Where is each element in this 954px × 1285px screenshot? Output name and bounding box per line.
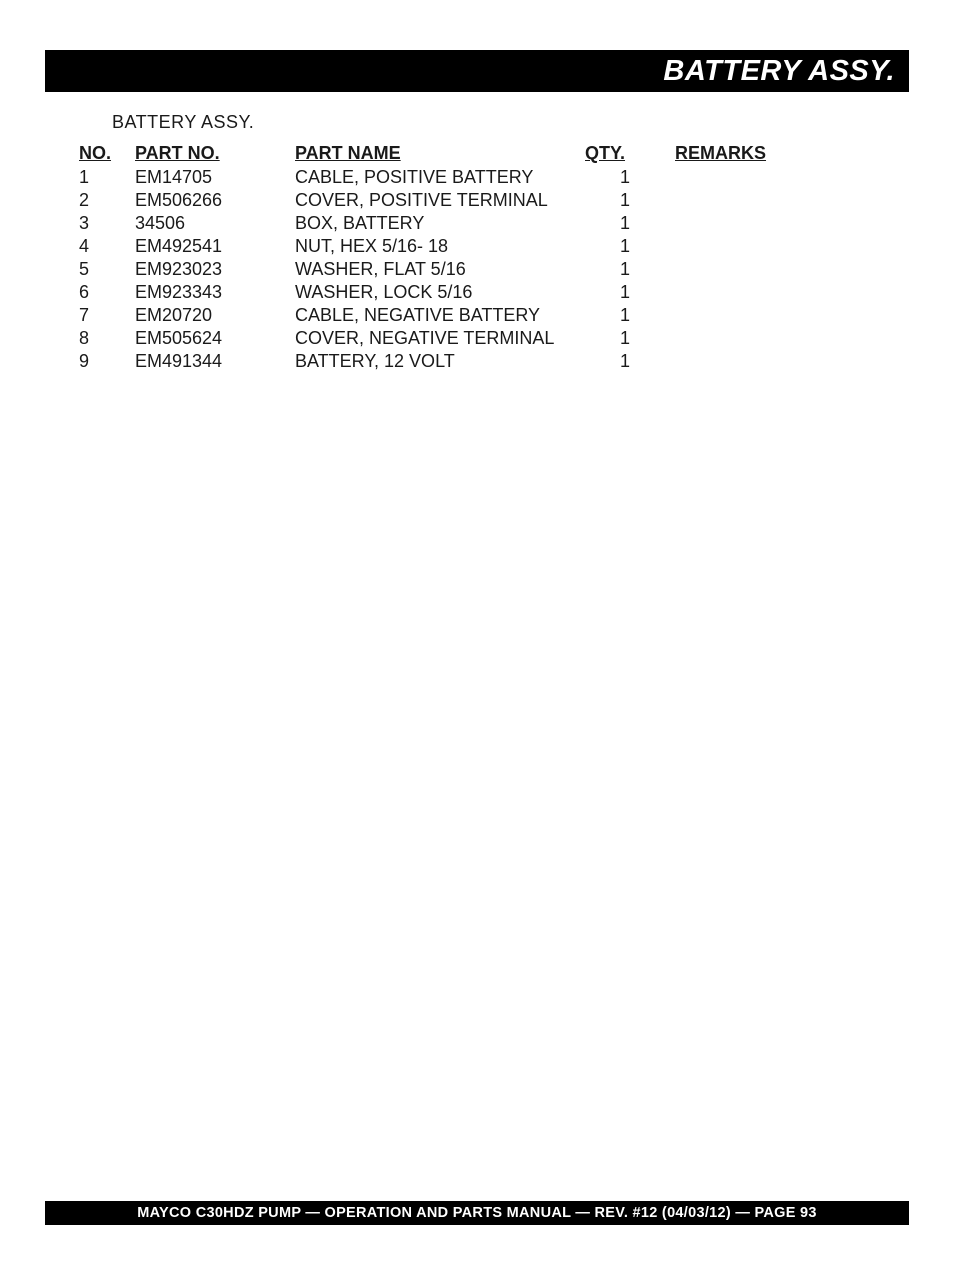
cell-remarks [675, 258, 795, 281]
table-row: 334506BOX, BATTERY1 [79, 212, 795, 235]
cell-qty: 1 [575, 189, 675, 212]
cell-remarks [675, 350, 795, 373]
cell-partno: EM492541 [135, 235, 295, 258]
cell-remarks [675, 166, 795, 189]
cell-no: 2 [79, 189, 135, 212]
table-header-row: NO. PART NO. PART NAME QTY. REMARKS [79, 141, 795, 166]
cell-partno: EM491344 [135, 350, 295, 373]
cell-qty: 1 [575, 212, 675, 235]
parts-table: NO. PART NO. PART NAME QTY. REMARKS 1EM1… [79, 141, 795, 373]
col-header-partname: PART NAME [295, 141, 575, 166]
cell-partno: EM14705 [135, 166, 295, 189]
cell-remarks [675, 212, 795, 235]
cell-qty: 1 [575, 281, 675, 304]
table-row: 7EM20720CABLE, NEGATIVE BATTERY1 [79, 304, 795, 327]
cell-qty: 1 [575, 258, 675, 281]
cell-qty: 1 [575, 327, 675, 350]
cell-no: 4 [79, 235, 135, 258]
header-title: BATTERY ASSY. [663, 55, 895, 88]
cell-no: 9 [79, 350, 135, 373]
cell-qty: 1 [575, 166, 675, 189]
col-header-remarks: REMARKS [675, 141, 795, 166]
header-bar: BATTERY ASSY. [45, 50, 909, 92]
cell-qty: 1 [575, 235, 675, 258]
cell-no: 5 [79, 258, 135, 281]
cell-no: 7 [79, 304, 135, 327]
col-header-qty: QTY. [575, 141, 675, 166]
cell-partname: COVER, POSITIVE TERMINAL [295, 189, 575, 212]
cell-remarks [675, 189, 795, 212]
cell-partname: COVER, NEGATIVE TERMINAL [295, 327, 575, 350]
cell-remarks [675, 235, 795, 258]
cell-partname: WASHER, FLAT 5/16 [295, 258, 575, 281]
table-row: 9EM491344BATTERY, 12 VOLT1 [79, 350, 795, 373]
cell-partname: WASHER, LOCK 5/16 [295, 281, 575, 304]
table-row: 1EM14705CABLE, POSITIVE BATTERY1 [79, 166, 795, 189]
table-row: 5EM923023WASHER, FLAT 5/161 [79, 258, 795, 281]
cell-partname: CABLE, POSITIVE BATTERY [295, 166, 575, 189]
cell-partname: NUT, HEX 5/16- 18 [295, 235, 575, 258]
table-row: 4EM492541NUT, HEX 5/16- 181 [79, 235, 795, 258]
col-header-no: NO. [79, 141, 135, 166]
cell-partno: EM923343 [135, 281, 295, 304]
cell-partname: CABLE, NEGATIVE BATTERY [295, 304, 575, 327]
table-row: 2EM506266COVER, POSITIVE TERMINAL1 [79, 189, 795, 212]
cell-partname: BATTERY, 12 VOLT [295, 350, 575, 373]
cell-remarks [675, 281, 795, 304]
footer-bar: MAYCO C30HDZ PUMP — OPERATION AND PARTS … [45, 1201, 909, 1225]
cell-no: 3 [79, 212, 135, 235]
cell-no: 6 [79, 281, 135, 304]
cell-no: 8 [79, 327, 135, 350]
cell-remarks [675, 304, 795, 327]
section-subtitle: BATTERY ASSY. [112, 112, 954, 133]
col-header-partno: PART NO. [135, 141, 295, 166]
cell-partno: EM505624 [135, 327, 295, 350]
cell-remarks [675, 327, 795, 350]
cell-partno: EM506266 [135, 189, 295, 212]
table-row: 8EM505624COVER, NEGATIVE TERMINAL1 [79, 327, 795, 350]
table-row: 6EM923343WASHER, LOCK 5/161 [79, 281, 795, 304]
cell-qty: 1 [575, 304, 675, 327]
cell-partno: EM20720 [135, 304, 295, 327]
cell-partno: 34506 [135, 212, 295, 235]
cell-qty: 1 [575, 350, 675, 373]
parts-table-body: 1EM14705CABLE, POSITIVE BATTERY12EM50626… [79, 166, 795, 373]
cell-partno: EM923023 [135, 258, 295, 281]
cell-partname: BOX, BATTERY [295, 212, 575, 235]
cell-no: 1 [79, 166, 135, 189]
